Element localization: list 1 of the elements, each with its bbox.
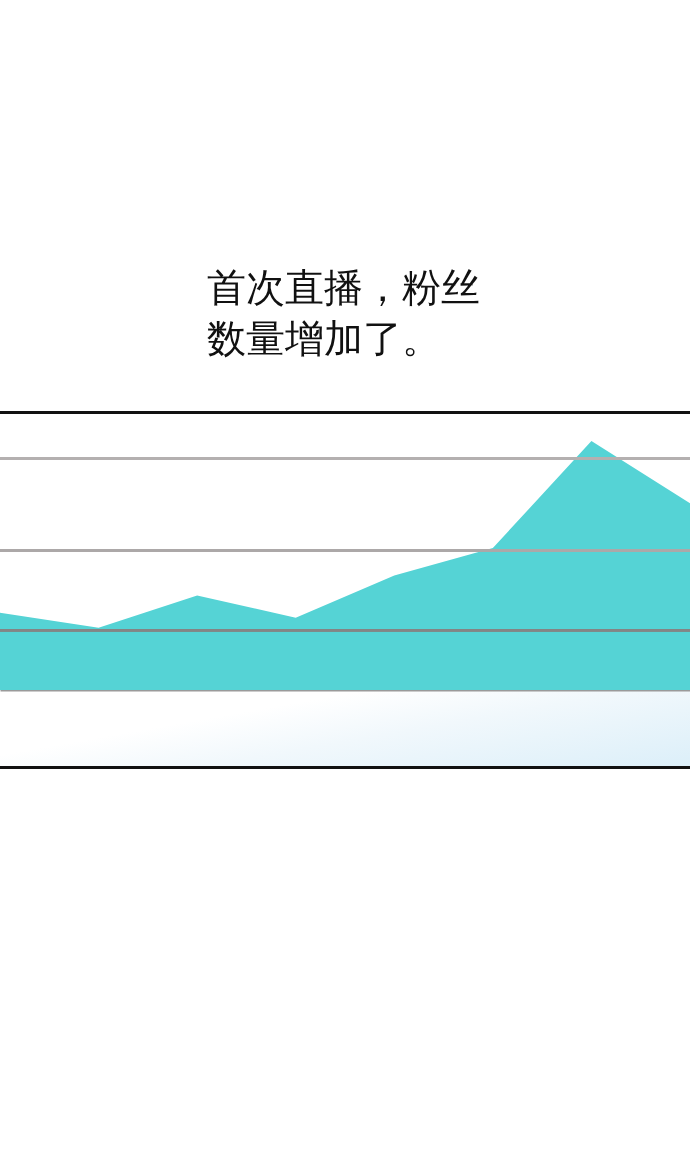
chart-title: 首次直播，粉丝数量增加了。 (207, 264, 481, 363)
